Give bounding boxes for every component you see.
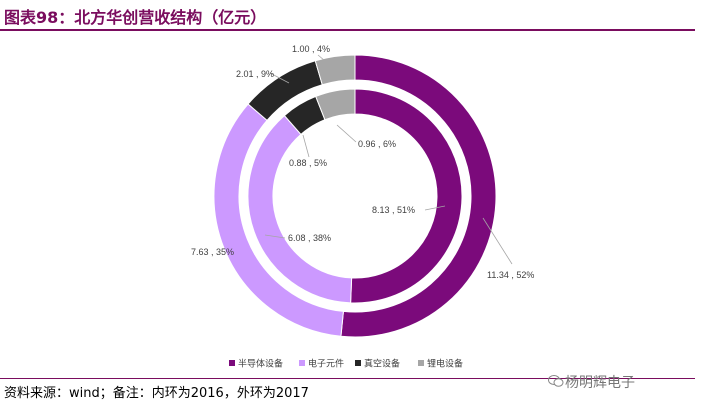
label-leader-lines — [264, 54, 513, 265]
outer-leader-line-lithium — [317, 54, 339, 73]
title-divider — [0, 29, 695, 31]
inner-data-label-electronic-components: 6.08 , 38% — [288, 233, 331, 243]
inner-ring — [247, 88, 463, 304]
inner-leader-line-lithium — [336, 124, 357, 143]
legend-label-vacuum: 真空设备 — [364, 358, 400, 369]
legend: 半导体设备 电子元件 真空设备 锂电设备 — [229, 358, 463, 369]
inner-slice-semiconductor — [350, 88, 463, 304]
wechat-icon — [548, 375, 564, 387]
legend-label-lithium: 锂电设备 — [427, 358, 463, 369]
inner-data-label-semiconductor: 8.13 , 51% — [372, 205, 415, 215]
legend-label-semiconductor: 半导体设备 — [238, 358, 283, 369]
legend-label-electronic-components: 电子元件 — [308, 358, 344, 369]
source-note: 资料来源：wind；备注：内环为2016，外环为2017 — [4, 386, 309, 401]
legend-swatch-lithium — [418, 360, 424, 366]
donut-chart: 11.34 , 52% 7.63 , 35% 2.01 , 9% 1.00 , 4% 8… — [191, 44, 534, 369]
inner-data-label-lithium: 0.96 , 6% — [358, 139, 396, 149]
inner-data-label-vacuum: 0.88 , 5% — [289, 158, 327, 168]
outer-data-label-semiconductor: 11.34 , 52% — [487, 270, 534, 280]
footer-divider — [0, 378, 695, 379]
inner-slice-lithium — [315, 88, 356, 121]
data-labels: 11.34 , 52% 7.63 , 35% 2.01 , 9% 1.00 , 4% 8… — [191, 44, 534, 280]
legend-swatch-semiconductor — [229, 360, 235, 366]
chart-title: 图表98：北方华创营收结构（亿元） — [4, 8, 267, 27]
inner-leader-line-electronic-components — [264, 234, 286, 239]
inner-leader-line-vacuum — [302, 134, 310, 158]
outer-data-label-vacuum: 2.01 , 9% — [236, 69, 274, 79]
watermark: 杨明辉电子 — [565, 375, 635, 391]
inner-leader-line-semiconductor — [424, 205, 446, 211]
outer-data-label-electronic-components: 7.63 , 35% — [191, 247, 234, 257]
outer-leader-line-semiconductor — [482, 217, 513, 265]
legend-swatch-electronic-components — [299, 360, 305, 366]
outer-slice-semiconductor — [340, 54, 497, 338]
outer-data-label-lithium: 1.00 , 4% — [292, 44, 330, 54]
outer-leader-line-vacuum — [269, 72, 290, 84]
legend-swatch-vacuum — [355, 360, 361, 366]
